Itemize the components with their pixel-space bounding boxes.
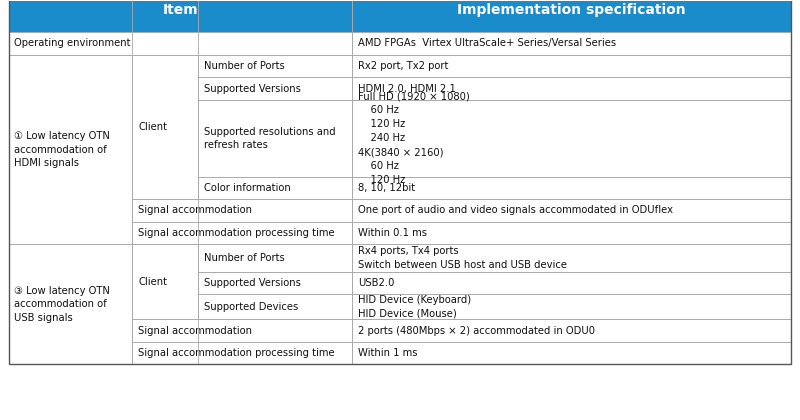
Bar: [198, 244, 352, 272]
Bar: [9, 32, 352, 55]
Bar: [198, 55, 352, 77]
Bar: [352, 272, 791, 294]
Text: Signal accommodation: Signal accommodation: [138, 326, 252, 336]
Text: AMD FPGAs  Virtex UltraScale+ Series/Versal Series: AMD FPGAs Virtex UltraScale+ Series/Vers…: [358, 38, 616, 48]
Bar: [9, 55, 133, 244]
Bar: [198, 100, 352, 176]
Bar: [352, 244, 791, 272]
Bar: [133, 319, 352, 342]
Bar: [133, 55, 198, 199]
Bar: [198, 294, 352, 319]
Bar: [352, 77, 791, 100]
Bar: [352, 222, 791, 244]
Bar: [352, 0, 791, 32]
Text: Supported Devices: Supported Devices: [203, 302, 298, 312]
Bar: [133, 199, 352, 222]
Bar: [133, 244, 198, 319]
Bar: [133, 342, 352, 365]
Bar: [198, 77, 352, 100]
Bar: [198, 176, 352, 199]
Bar: [133, 319, 352, 342]
Text: Implementation specification: Implementation specification: [458, 3, 686, 17]
Bar: [352, 32, 791, 55]
Bar: [133, 244, 198, 319]
Bar: [352, 319, 791, 342]
Bar: [352, 272, 791, 294]
Text: One port of audio and video signals accommodated in ODUflex: One port of audio and video signals acco…: [358, 205, 673, 215]
Text: Rx4 ports, Tx4 ports
Switch between USB host and USB device: Rx4 ports, Tx4 ports Switch between USB …: [358, 246, 566, 270]
Bar: [352, 176, 791, 199]
Text: Color information: Color information: [203, 183, 290, 193]
Bar: [352, 176, 791, 199]
Bar: [352, 294, 791, 319]
Text: 8, 10, 12bit: 8, 10, 12bit: [358, 183, 414, 193]
Text: USB2.0: USB2.0: [358, 278, 394, 288]
Text: ① Low latency OTN
accommodation of
HDMI signals: ① Low latency OTN accommodation of HDMI …: [14, 131, 110, 168]
Bar: [352, 342, 791, 365]
Text: Signal accommodation processing time: Signal accommodation processing time: [138, 348, 334, 358]
Bar: [352, 55, 791, 77]
Text: HID Device (Keyboard)
HID Device (Mouse): HID Device (Keyboard) HID Device (Mouse): [358, 295, 470, 319]
Bar: [198, 272, 352, 294]
Bar: [352, 222, 791, 244]
Bar: [352, 294, 791, 319]
Bar: [133, 222, 352, 244]
Text: Supported Versions: Supported Versions: [203, 278, 301, 288]
Bar: [198, 77, 352, 100]
Bar: [352, 244, 791, 272]
Bar: [9, 0, 791, 365]
Bar: [352, 199, 791, 222]
Bar: [352, 199, 791, 222]
Text: Rx2 port, Tx2 port: Rx2 port, Tx2 port: [358, 61, 448, 71]
Bar: [133, 199, 352, 222]
Bar: [352, 32, 791, 55]
Bar: [133, 55, 198, 199]
Bar: [133, 222, 352, 244]
Bar: [352, 77, 791, 100]
Bar: [352, 100, 791, 176]
Text: Within 1 ms: Within 1 ms: [358, 348, 417, 358]
Bar: [9, 244, 133, 365]
Text: Full HD (1920 × 1080)
    60 Hz
    120 Hz
    240 Hz
4K(3840 × 2160)
    60 Hz
: Full HD (1920 × 1080) 60 Hz 120 Hz 240 H…: [358, 91, 470, 185]
Bar: [352, 100, 791, 176]
Text: Client: Client: [138, 122, 167, 132]
Bar: [198, 294, 352, 319]
Text: Signal accommodation processing time: Signal accommodation processing time: [138, 228, 334, 238]
Bar: [198, 100, 352, 176]
Bar: [198, 176, 352, 199]
Text: Number of Ports: Number of Ports: [203, 61, 284, 71]
Bar: [198, 272, 352, 294]
Bar: [352, 319, 791, 342]
Text: Within 0.1 ms: Within 0.1 ms: [358, 228, 426, 238]
Text: HDMI 2.0, HDMI 2.1: HDMI 2.0, HDMI 2.1: [358, 84, 455, 94]
Text: Item: Item: [162, 3, 198, 17]
Text: Number of Ports: Number of Ports: [203, 253, 284, 263]
Text: Signal accommodation: Signal accommodation: [138, 205, 252, 215]
Bar: [133, 342, 352, 365]
Text: Supported Versions: Supported Versions: [203, 84, 301, 94]
Bar: [352, 342, 791, 365]
Text: Client: Client: [138, 277, 167, 287]
Bar: [9, 0, 352, 32]
Bar: [352, 55, 791, 77]
Text: Operating environment: Operating environment: [14, 38, 130, 48]
Bar: [198, 244, 352, 272]
Bar: [9, 55, 133, 244]
Bar: [198, 55, 352, 77]
Text: 2 ports (480Mbps × 2) accommodated in ODU0: 2 ports (480Mbps × 2) accommodated in OD…: [358, 326, 594, 336]
Bar: [9, 32, 352, 55]
Bar: [9, 244, 133, 365]
Text: ③ Low latency OTN
accommodation of
USB signals: ③ Low latency OTN accommodation of USB s…: [14, 286, 110, 323]
Text: Supported resolutions and
refresh rates: Supported resolutions and refresh rates: [203, 126, 335, 150]
